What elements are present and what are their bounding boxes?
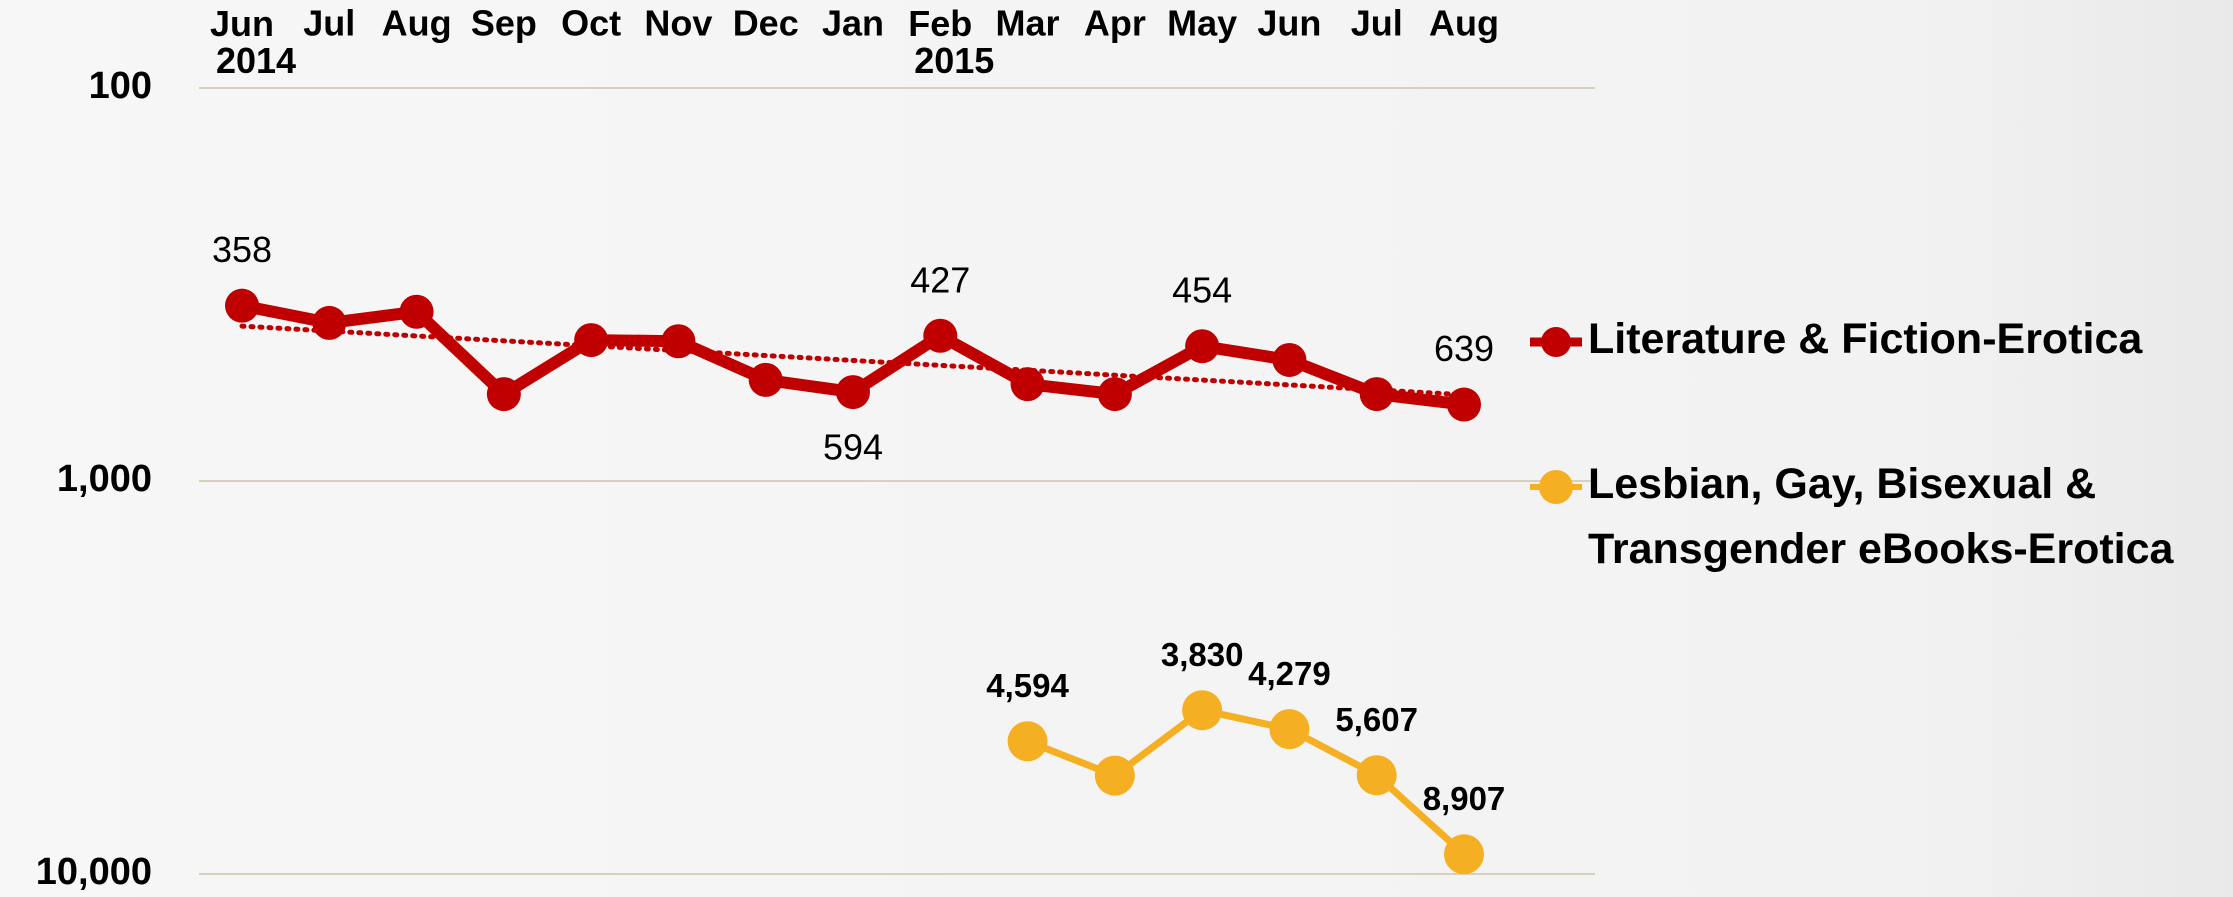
data-point [1356, 755, 1397, 796]
y-tick-label: 100 [89, 65, 152, 107]
data-label: 8,907 [1423, 780, 1506, 817]
legend-label: Lesbian, Gay, Bisexual & Transgender eBoo… [1588, 460, 2175, 573]
data-point [399, 294, 434, 329]
data-label: 454 [1172, 270, 1232, 311]
data-point [1359, 377, 1394, 412]
data-label: 594 [823, 427, 883, 468]
x-tick-label: Oct [561, 3, 621, 44]
x-tick-label: Jul [1351, 3, 1403, 44]
data-point [1182, 690, 1223, 731]
data-point [225, 288, 259, 323]
x-tick-label: Jun 2014 [210, 3, 296, 81]
data-point [1185, 329, 1220, 364]
x-tick-label: Sep [471, 3, 537, 44]
data-point [1269, 709, 1310, 750]
data-point [1097, 377, 1132, 412]
y-tick-label: 10,000 [36, 851, 152, 893]
data-point [748, 362, 783, 397]
x-tick-label: Feb 2015 [908, 3, 994, 81]
data-label: 358 [212, 229, 272, 270]
data-point [1272, 342, 1307, 377]
data-point [661, 324, 696, 359]
x-tick-label: Apr [1084, 3, 1146, 44]
y-tick-label: 1,000 [57, 458, 152, 500]
data-point [836, 375, 870, 410]
x-tick-label: Nov [644, 3, 712, 44]
x-tick-label: Jul [303, 3, 355, 44]
data-label: 3,830 [1161, 636, 1244, 673]
data-label: 5,607 [1335, 701, 1418, 738]
data-point [312, 305, 347, 340]
legend-label: Literature & Fiction-Erotica [1588, 315, 2143, 363]
data-point [574, 323, 609, 358]
trendline [239, 323, 1467, 398]
x-tick-label: Aug [382, 3, 452, 44]
x-tick-label: Jun [1257, 3, 1321, 44]
data-label: 639 [1434, 328, 1494, 369]
x-tick-label: Mar [996, 3, 1060, 44]
data-point [1010, 367, 1045, 402]
data-label: 4,594 [986, 667, 1069, 704]
x-tick-label: Aug [1429, 3, 1499, 44]
x-tick-label: May [1167, 3, 1237, 44]
data-point [1447, 387, 1481, 422]
data-point [486, 377, 521, 412]
data-point [923, 318, 958, 353]
x-tick-label: Dec [733, 3, 799, 44]
data-label: 4,279 [1248, 655, 1331, 692]
data-point [1444, 834, 1484, 875]
legend-swatch [1541, 327, 1571, 357]
data-point [1094, 755, 1135, 796]
data-label: 427 [910, 259, 970, 300]
x-tick-label: Jan [822, 3, 884, 44]
data-point [1007, 721, 1048, 762]
legend-swatch [1539, 470, 1573, 504]
